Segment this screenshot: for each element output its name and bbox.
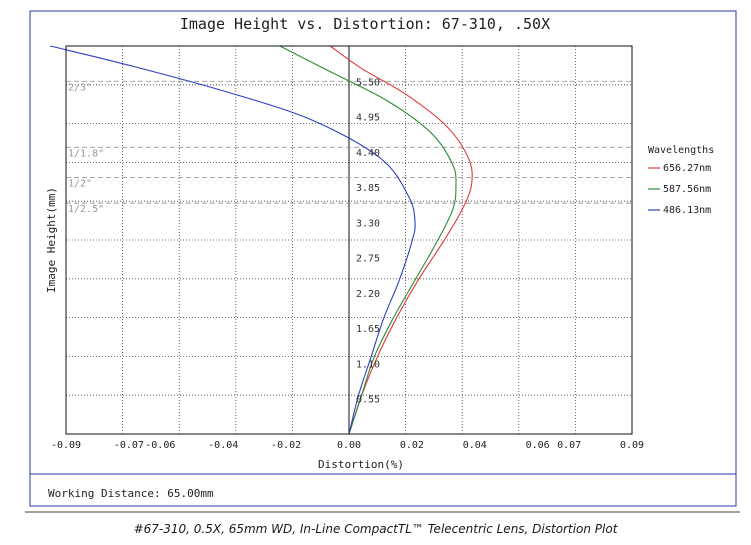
series-curves (50, 45, 473, 435)
y-tick-label: 3.30 (356, 218, 380, 229)
x-tick-label: -0.02 (271, 440, 301, 451)
grid (66, 46, 632, 434)
y-tick-label: 2.20 (356, 289, 380, 300)
x-tick-label: -0.09 (51, 440, 81, 451)
chart-title: Image Height vs. Distortion: 67-310, .50… (180, 15, 550, 33)
y-tick-label: 5.50 (356, 77, 380, 88)
legend-entry: 486.13nm (663, 205, 711, 216)
legend-entry: 587.56nm (663, 184, 711, 195)
y-axis-label: Image Height(mm) (45, 187, 58, 293)
x-tick-label: 0.04 (463, 440, 487, 451)
y-tick-labels: 0.55 1.10 1.65 2.20 2.75 3.30 3.85 4.40 4.95 5.50 (356, 77, 380, 405)
x-tick-label: 0.06 (526, 440, 550, 451)
outer-frame (29, 10, 737, 507)
y-tick-label: 3.85 (356, 183, 380, 194)
working-distance: Working Distance: 65.00mm (48, 487, 214, 500)
y-tick-label: 2.75 (356, 254, 380, 265)
x-tick-label: 0.07 (557, 440, 581, 451)
series-line-656.27nm (329, 45, 473, 435)
x-tick-label: -0.07 (114, 440, 144, 451)
legend-title: Wavelengths (648, 145, 715, 156)
y-tick-label: 1.65 (356, 324, 380, 335)
legend-entry: 656.27nm (663, 163, 711, 174)
sensor-marker-label: 1/2.5" (68, 204, 104, 215)
y-tick-label: 1.10 (356, 359, 380, 370)
plot-border (65, 45, 633, 435)
legend: 656.27nm 587.56nm 486.13nm (648, 163, 711, 216)
y-tick-label: 0.55 (356, 395, 380, 406)
y-tick-label: 4.40 (356, 148, 380, 159)
series-line-486.13nm (50, 45, 416, 435)
x-axis-label: Distortion(%) (318, 458, 404, 471)
x-tick-label: 0.02 (400, 440, 424, 451)
x-tick-label: -0.04 (208, 440, 238, 451)
figure-caption: #67-310, 0.5X, 65mm WD, In-Line CompactT… (133, 522, 618, 536)
x-tick-label: -0.06 (145, 440, 175, 451)
series-line-587.56nm (279, 45, 457, 435)
x-tick-label: 0.09 (620, 440, 644, 451)
sensor-marker-label: 2/3" (68, 82, 92, 93)
sensor-marker-label: 1/1.8" (68, 148, 104, 159)
x-tick-labels: -0.09 -0.07 -0.06 -0.04 -0.02 0.00 0.02 0.04 0.0… (51, 440, 644, 451)
y-tick-label: 4.95 (356, 113, 380, 124)
x-tick-label: 0.00 (337, 440, 361, 451)
sensor-marker-label: 1/2" (68, 178, 92, 189)
